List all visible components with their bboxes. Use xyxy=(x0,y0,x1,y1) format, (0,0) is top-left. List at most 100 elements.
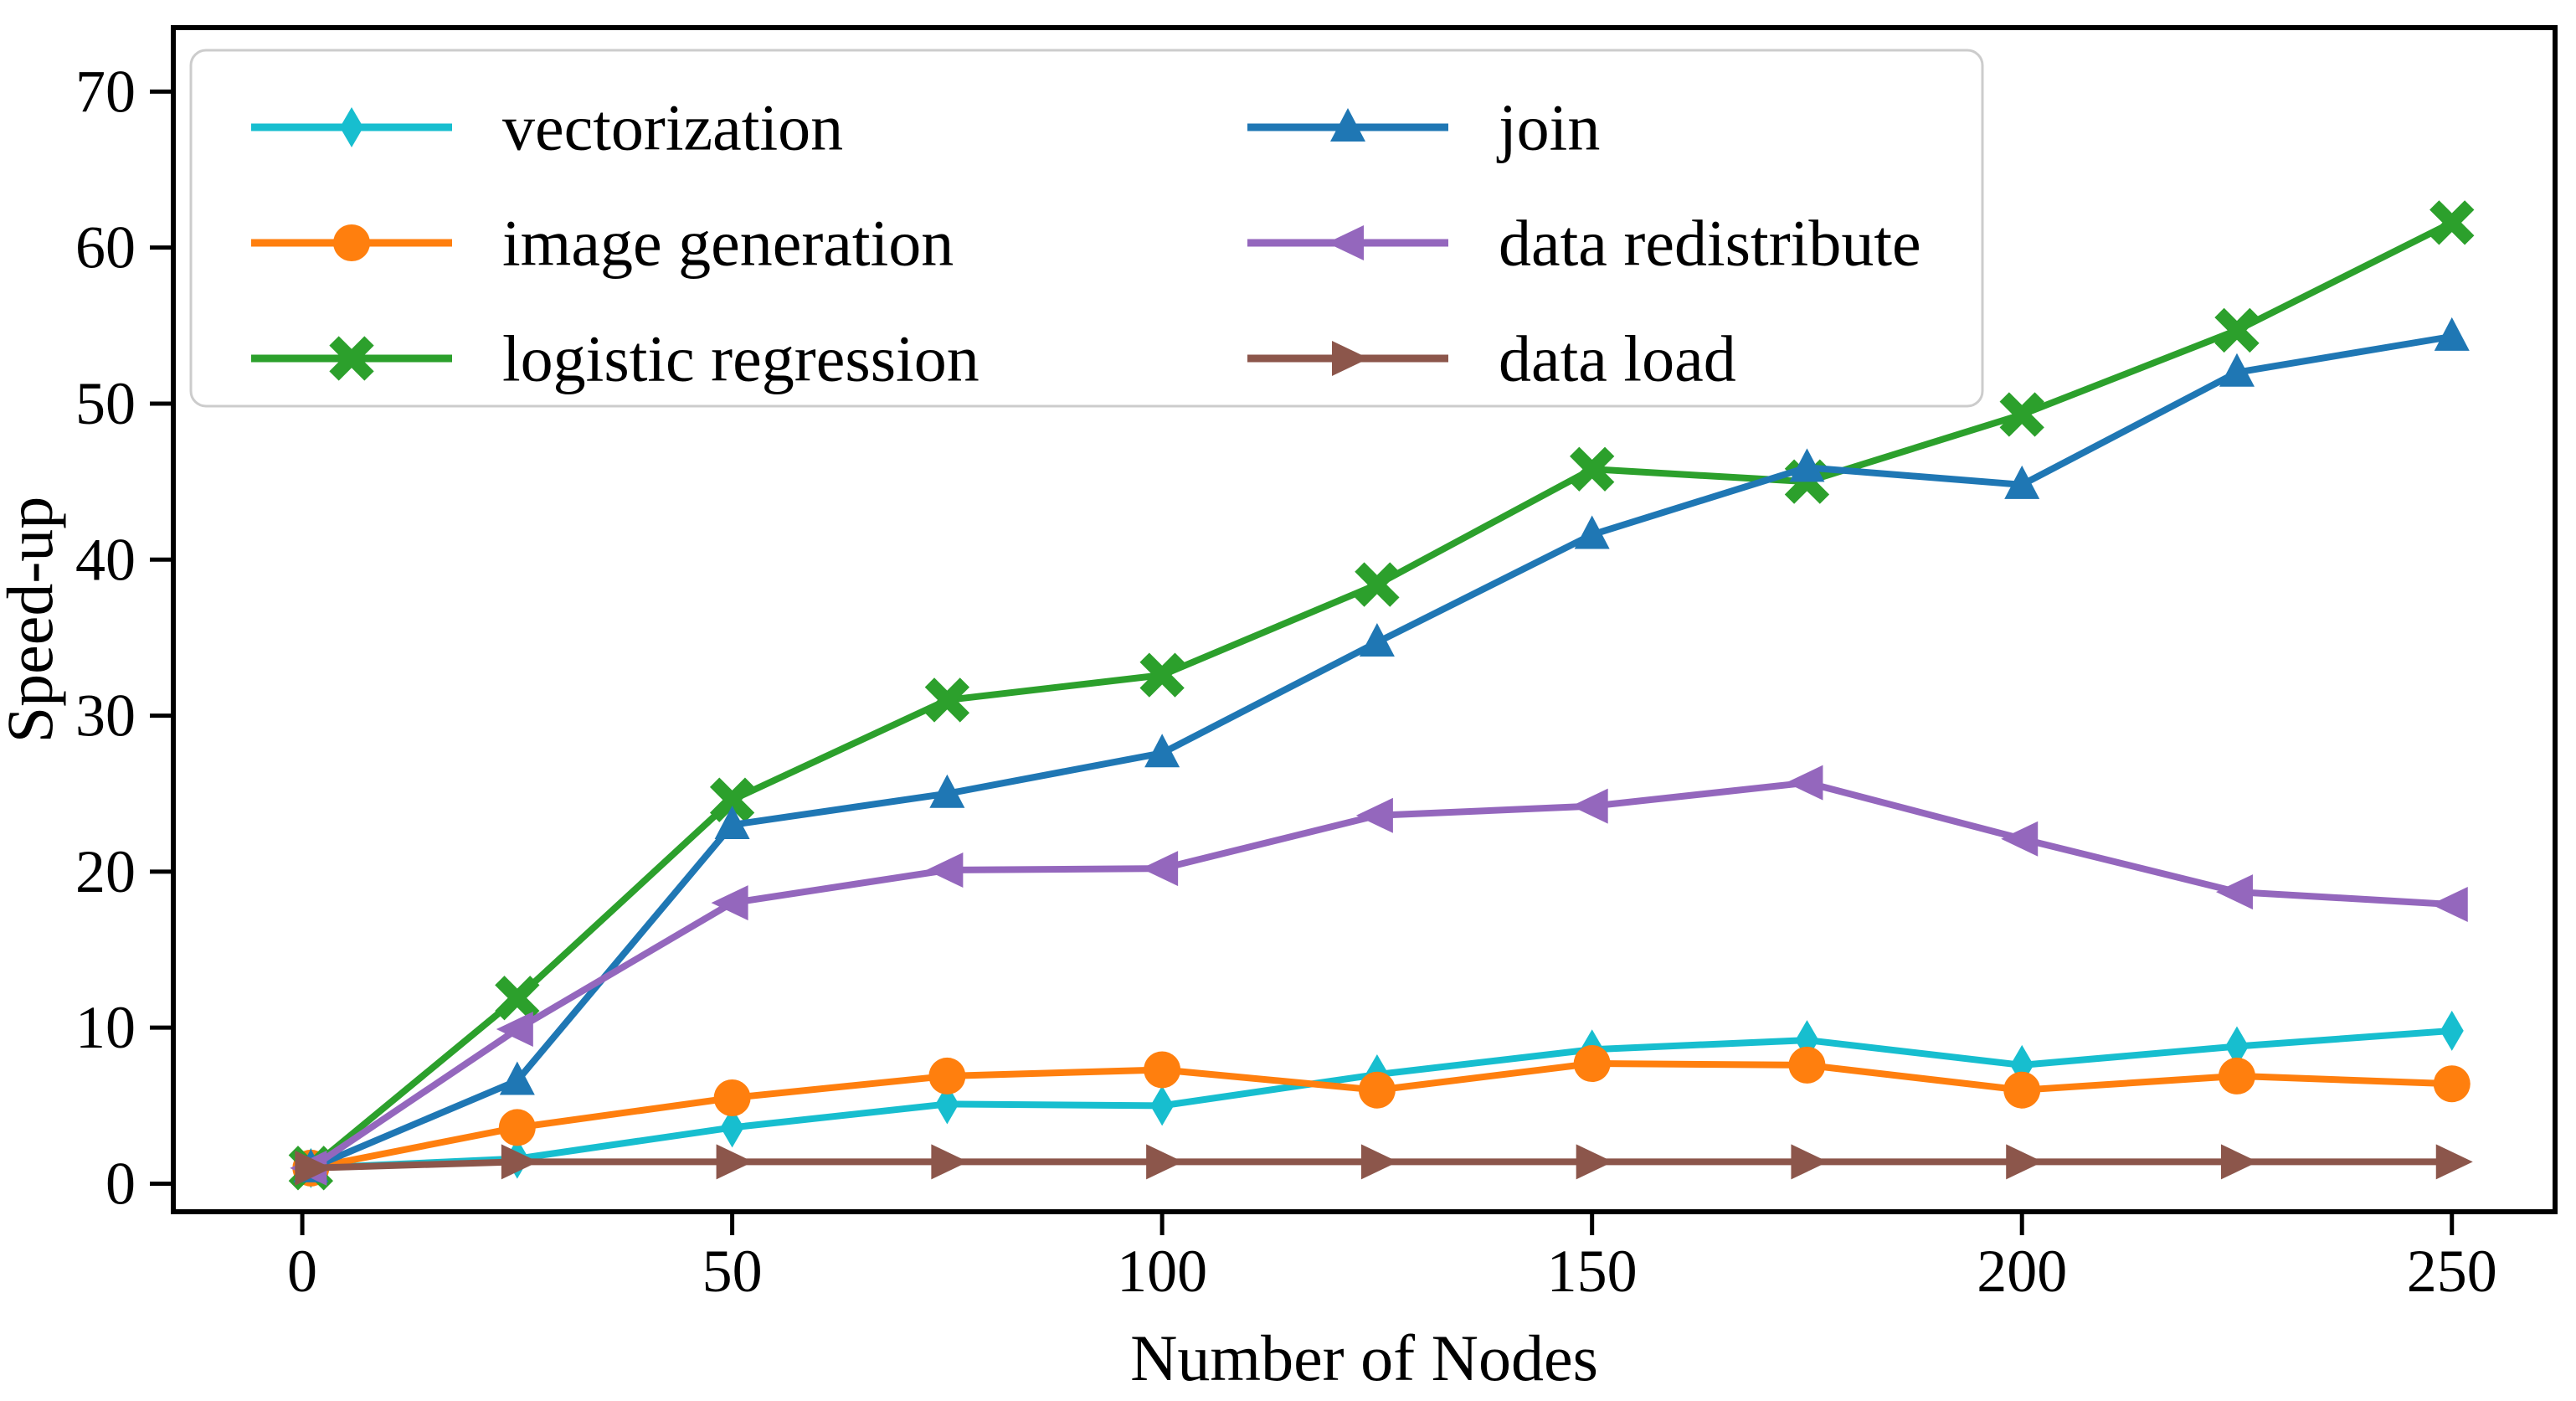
data-load-marker-glyph xyxy=(501,1144,538,1180)
data-load-marker-glyph xyxy=(716,1144,753,1180)
image-generation-marker xyxy=(1573,1045,1611,1083)
y-tick-label: 60 xyxy=(75,214,136,281)
logistic-regression-marker-glyph xyxy=(2429,200,2475,245)
logistic-regression-marker-glyph xyxy=(709,777,755,822)
join-marker-glyph xyxy=(2219,353,2255,387)
image-generation-marker xyxy=(2433,1065,2471,1103)
data-load-marker xyxy=(716,1144,753,1180)
vectorization-marker-glyph xyxy=(2224,1026,2249,1067)
join-marker xyxy=(1359,623,1395,657)
data-load-marker-glyph xyxy=(2006,1144,2044,1180)
y-tick-label: 50 xyxy=(75,370,136,437)
x-tick-label: 150 xyxy=(1547,1238,1638,1305)
image-generation-marker-glyph xyxy=(713,1079,751,1117)
data-load-marker-glyph xyxy=(295,1150,332,1186)
join-marker xyxy=(1144,734,1180,768)
logistic-regression-marker xyxy=(709,777,755,822)
join-line xyxy=(309,332,2453,1172)
join-marker-glyph xyxy=(1359,623,1395,657)
x-tick-label: 100 xyxy=(1117,1238,1207,1305)
data-redistribute-marker-glyph xyxy=(1786,765,1823,801)
data-redistribute-marker-glyph xyxy=(711,885,748,921)
data-load-marker-glyph xyxy=(2220,1144,2258,1180)
image-generation-marker xyxy=(928,1057,966,1095)
logistic-regression-marker xyxy=(1999,392,2044,437)
data-redistribute-marker-glyph xyxy=(2215,874,2253,910)
x-tick-label: 200 xyxy=(1977,1238,2067,1305)
logistic-regression-marker-glyph xyxy=(1999,392,2044,437)
join-marker-glyph xyxy=(1574,515,1610,549)
legend-item-vectorization-marker xyxy=(340,107,363,147)
data-redistribute-marker xyxy=(1786,765,1823,801)
legend-box xyxy=(189,49,1984,408)
image-generation-marker-glyph xyxy=(1144,1051,1181,1089)
data-load-marker xyxy=(1146,1144,1184,1180)
image-generation-marker xyxy=(2218,1057,2255,1095)
join-marker-glyph xyxy=(1144,734,1180,768)
y-tick-label: 30 xyxy=(75,682,136,749)
logistic-regression-marker xyxy=(1355,562,1400,607)
legend-item-join-marker-glyph xyxy=(1330,108,1365,142)
y-tick-label: 20 xyxy=(75,838,136,905)
data-redistribute-marker xyxy=(2430,886,2468,922)
y-axis-label: Speed-up xyxy=(0,497,66,744)
legend-item-image-generation-marker-glyph xyxy=(333,224,370,261)
logistic-regression-marker-glyph xyxy=(1139,652,1185,698)
data-redistribute-marker xyxy=(496,1012,533,1048)
data-load-marker-glyph xyxy=(1791,1144,1828,1180)
image-generation-marker-glyph xyxy=(928,1057,966,1095)
join-marker xyxy=(2004,465,2040,499)
image-generation-marker xyxy=(2003,1071,2041,1109)
image-generation-marker xyxy=(713,1079,751,1117)
vectorization-marker-glyph xyxy=(935,1084,959,1125)
legend-item-logistic-regression-marker-glyph xyxy=(329,336,374,381)
join-marker xyxy=(2219,353,2255,387)
data-load-marker xyxy=(1360,1144,1398,1180)
data-load-marker xyxy=(2435,1144,2473,1180)
logistic-regression-marker-glyph xyxy=(1355,562,1400,607)
legend-item-data-redistribute-marker xyxy=(1327,225,1364,260)
image-generation-marker-glyph xyxy=(2003,1071,2041,1109)
data-redistribute-marker-glyph xyxy=(1355,797,1393,833)
legend-item-logistic-regression-label: logistic regression xyxy=(502,322,979,395)
data-redistribute-marker-glyph xyxy=(1571,788,1608,824)
join-marker-glyph xyxy=(714,805,750,839)
logistic-regression-marker xyxy=(2214,307,2260,353)
vectorization-marker-glyph xyxy=(720,1107,744,1148)
data-redistribute-marker-glyph xyxy=(2001,821,2039,857)
logistic-regression-marker-glyph xyxy=(1570,446,1615,492)
data-load-marker xyxy=(1791,1144,1828,1180)
data-load-marker xyxy=(2006,1144,2044,1180)
data-load-marker-glyph xyxy=(1146,1144,1184,1180)
join-marker xyxy=(714,805,750,839)
legend-item-vectorization-marker-glyph xyxy=(340,107,363,147)
data-redistribute-marker xyxy=(926,852,964,889)
legend-item-data-load-marker-glyph xyxy=(1332,341,1369,376)
logistic-regression-marker xyxy=(924,677,970,723)
data-redistribute-marker xyxy=(1355,797,1393,833)
data-load-marker-glyph xyxy=(2435,1144,2473,1180)
image-generation-marker xyxy=(1788,1046,1826,1084)
join-marker-glyph xyxy=(2004,465,2040,499)
y-tick-label: 10 xyxy=(75,994,136,1061)
vectorization-marker xyxy=(2440,1010,2464,1051)
legend-item-join-marker xyxy=(1330,108,1365,142)
join-marker xyxy=(929,774,965,808)
vectorization-marker xyxy=(935,1084,959,1125)
x-axis-label: Number of Nodes xyxy=(1130,1321,1598,1394)
data-load-marker-glyph xyxy=(1576,1144,1613,1180)
data-redistribute-marker-glyph xyxy=(496,1012,533,1048)
vectorization-marker-glyph xyxy=(2440,1010,2464,1051)
join-marker-glyph xyxy=(499,1061,535,1095)
x-tick-label: 50 xyxy=(702,1238,763,1305)
data-load-marker-glyph xyxy=(931,1144,969,1180)
join-marker xyxy=(499,1061,535,1095)
axes-box xyxy=(171,25,2558,1214)
data-redistribute-marker xyxy=(2215,874,2253,910)
image-generation-marker-glyph xyxy=(2218,1057,2255,1095)
legend-item-data-load-label: data load xyxy=(1499,322,1736,395)
data-redistribute-marker xyxy=(1141,851,1179,887)
join-marker xyxy=(1789,448,1825,482)
